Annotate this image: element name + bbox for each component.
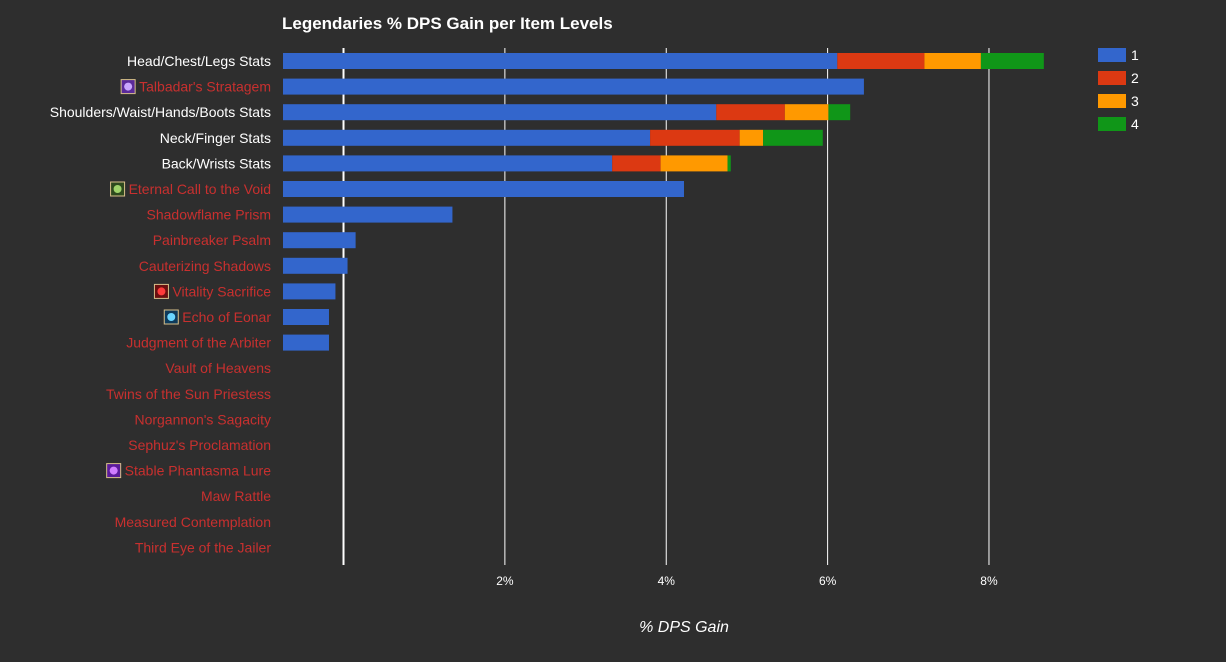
legend-label-4[interactable]: 4	[1131, 116, 1139, 132]
bar-4-series-3[interactable]	[660, 155, 728, 172]
stable-phantasma-icon	[106, 463, 122, 479]
tick-label-3: 8%	[980, 574, 998, 588]
category-label-8: Cauterizing Shadows	[139, 258, 271, 274]
gridlines	[342, 48, 990, 565]
category-label-18: Measured Contemplation	[115, 514, 271, 530]
category-label-11: Judgment of the Arbiter	[126, 335, 271, 351]
bar-6-series-1[interactable]	[283, 206, 453, 223]
bar-11-series-1[interactable]	[283, 334, 329, 351]
tick-label-2: 6%	[819, 574, 837, 588]
bar-0-series-3[interactable]	[924, 53, 981, 69]
category-label-14: Norgannon's Sagacity	[134, 411, 271, 427]
x-tick-labels: 2% 4% 6% 8%	[496, 574, 998, 588]
category-labels: Head/Chest/Legs Stats Talbadar's Stratage…	[50, 53, 272, 555]
chart-title: Legendaries % DPS Gain per Item Levels	[282, 14, 613, 33]
category-label-9: Vitality Sacrifice	[172, 283, 271, 299]
bar-8-series-1[interactable]	[283, 257, 348, 274]
category-label-16: Stable Phantasma Lure	[125, 463, 272, 479]
bar-3-series-3[interactable]	[739, 129, 764, 146]
eternal-call-icon	[110, 181, 126, 197]
talbadar-icon	[120, 79, 136, 95]
bar-4-series-4[interactable]	[727, 155, 731, 172]
echo-of-eonar-icon	[163, 309, 179, 325]
bar-2-series-4[interactable]	[828, 104, 851, 121]
legend[interactable]: 1 2 3 4	[1098, 47, 1139, 132]
bars	[283, 53, 1044, 351]
tick-label-1: 4%	[658, 574, 676, 588]
bar-0-series-4[interactable]	[980, 53, 1044, 69]
bar-3-series-1[interactable]	[283, 129, 651, 146]
legend-swatch-1[interactable]	[1098, 48, 1126, 62]
legend-swatch-4[interactable]	[1098, 117, 1126, 131]
bar-3-series-4[interactable]	[763, 129, 823, 146]
legend-label-1[interactable]: 1	[1131, 47, 1139, 63]
bar-5-series-1[interactable]	[283, 181, 684, 197]
bar-0-series-1[interactable]	[283, 53, 838, 69]
category-label-13: Twins of the Sun Priestess	[106, 386, 271, 402]
bar-4-series-1[interactable]	[283, 155, 613, 172]
category-label-1: Talbadar's Stratagem	[139, 79, 271, 95]
bar-7-series-1[interactable]	[283, 232, 356, 249]
category-label-0: Head/Chest/Legs Stats	[127, 53, 271, 69]
bar-2-series-3[interactable]	[784, 104, 829, 121]
category-label-7: Painbreaker Psalm	[153, 232, 271, 248]
x-axis-label: % DPS Gain	[639, 619, 729, 636]
bar-0-series-2[interactable]	[837, 53, 925, 69]
category-label-19: Third Eye of the Jailer	[135, 539, 272, 555]
bar-2-series-2[interactable]	[716, 104, 785, 121]
category-label-5: Eternal Call to the Void	[129, 181, 271, 197]
category-label-6: Shadowflame Prism	[147, 207, 272, 223]
bar-2-series-1[interactable]	[283, 104, 717, 121]
vitality-sacrifice-icon	[153, 283, 169, 299]
category-label-3: Neck/Finger Stats	[160, 130, 271, 146]
tick-label-0: 2%	[496, 574, 514, 588]
bar-9-series-1[interactable]	[283, 283, 336, 300]
category-label-2: Shoulders/Waist/Hands/Boots Stats	[50, 104, 271, 120]
category-label-15: Sephuz's Proclamation	[128, 437, 271, 453]
category-label-17: Maw Rattle	[201, 488, 271, 504]
category-label-4: Back/Wrists Stats	[162, 155, 271, 171]
legend-swatch-3[interactable]	[1098, 94, 1126, 108]
bar-4-series-2[interactable]	[612, 155, 661, 172]
bar-1-series-1[interactable]	[283, 78, 864, 95]
bar-3-series-2[interactable]	[650, 129, 740, 146]
legend-label-2[interactable]: 2	[1131, 70, 1139, 86]
legend-swatch-2[interactable]	[1098, 71, 1126, 85]
category-label-12: Vault of Heavens	[165, 360, 271, 376]
legend-label-3[interactable]: 3	[1131, 93, 1139, 109]
bar-10-series-1[interactable]	[283, 309, 329, 325]
category-label-10: Echo of Eonar	[182, 309, 271, 325]
